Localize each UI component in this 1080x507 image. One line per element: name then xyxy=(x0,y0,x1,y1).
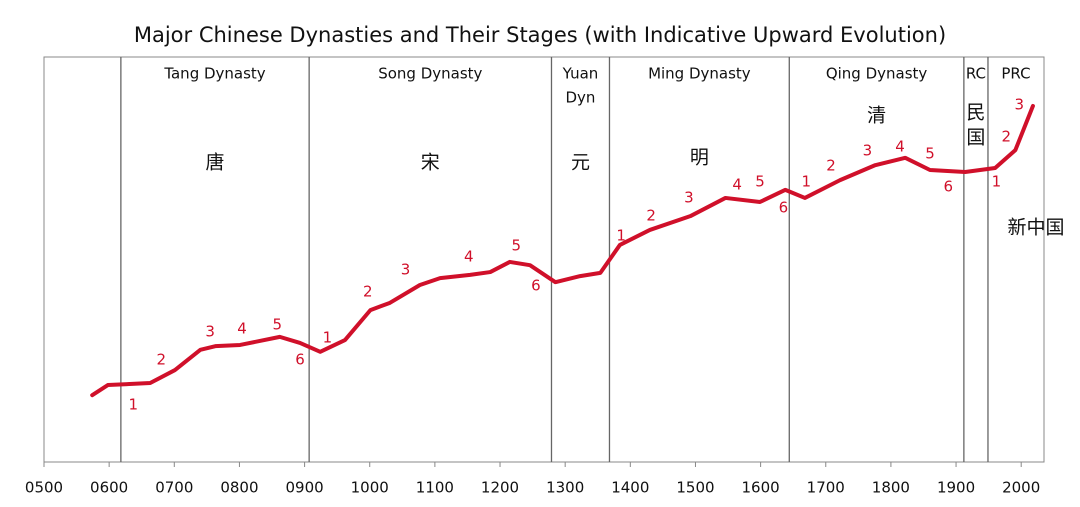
dynasty-name: Song Dynasty xyxy=(378,65,482,83)
stage-label: 5 xyxy=(755,173,765,191)
x-tick-label: 1700 xyxy=(807,479,845,497)
stage-label: 2 xyxy=(646,207,656,225)
dynasty-name: Ming Dynasty xyxy=(648,65,751,83)
x-tick-label: 0900 xyxy=(285,479,323,497)
x-tick-label: 1400 xyxy=(611,479,649,497)
dynasty-chinese: 唐 xyxy=(206,152,225,174)
stage-label: 5 xyxy=(925,145,935,163)
x-tick-label: 1300 xyxy=(546,479,584,497)
dynasty-name: Dyn xyxy=(566,89,596,107)
stage-label: 3 xyxy=(863,141,873,159)
dynasty-name: PRC xyxy=(1001,65,1030,83)
stage-label: 5 xyxy=(272,316,282,334)
stage-label: 5 xyxy=(512,237,522,255)
x-tick-label: 1200 xyxy=(481,479,519,497)
stage-label: 1 xyxy=(801,173,811,191)
dynasty-chinese: 明 xyxy=(690,147,709,169)
stage-label: 1 xyxy=(616,227,626,245)
x-tick-label: 2000 xyxy=(1002,479,1040,497)
dynasty-name: RC xyxy=(966,65,986,83)
stage-label: 4 xyxy=(464,248,474,266)
x-tick-label: 1600 xyxy=(742,479,780,497)
stage-label: 2 xyxy=(156,350,166,368)
stage-label: 1 xyxy=(128,395,138,413)
trend-line xyxy=(90,104,1035,398)
stage-label: 3 xyxy=(205,322,215,340)
dynasty-chinese: 清 xyxy=(867,105,886,127)
dynasty-chinese: 国 xyxy=(966,127,985,149)
stage-label: 2 xyxy=(1001,128,1011,146)
x-tick-label: 0600 xyxy=(90,479,128,497)
dynasty-chinese: 元 xyxy=(571,152,590,174)
stage-label: 3 xyxy=(401,261,411,279)
x-tick-label: 0700 xyxy=(155,479,193,497)
x-tick-label: 1000 xyxy=(351,479,389,497)
stage-label: 2 xyxy=(826,156,836,174)
stage-label: 4 xyxy=(732,175,742,193)
dynasty-name: Tang Dynasty xyxy=(163,65,265,83)
x-tick-label: 1900 xyxy=(937,479,975,497)
stage-label: 6 xyxy=(295,350,305,368)
dynasty-chinese: 宋 xyxy=(421,152,440,174)
stage-label: 1 xyxy=(992,173,1002,191)
stage-label: 6 xyxy=(531,276,541,294)
dynasty-chinese: 新中国 xyxy=(1007,217,1064,239)
stage-label: 6 xyxy=(779,199,789,217)
x-tick-label: 1100 xyxy=(416,479,454,497)
stage-label: 4 xyxy=(895,137,905,155)
stage-label: 4 xyxy=(237,320,247,338)
dynasty-chinese: 民 xyxy=(966,102,985,124)
plot-frame xyxy=(43,56,1045,463)
stage-label: 6 xyxy=(943,178,953,196)
dynasty-name: Qing Dynasty xyxy=(826,65,928,83)
dynasty-name: Yuan xyxy=(562,65,599,83)
stage-label: 3 xyxy=(1014,96,1024,114)
x-tick-label: 0800 xyxy=(220,479,258,497)
stage-label: 2 xyxy=(363,282,373,300)
x-tick-label: 0500 xyxy=(25,479,63,497)
stage-label: 1 xyxy=(323,329,333,347)
x-tick-label: 1500 xyxy=(676,479,714,497)
stage-label: 3 xyxy=(684,188,694,206)
x-tick-label: 1800 xyxy=(872,479,910,497)
chart-title: Major Chinese Dynasties and Their Stages… xyxy=(134,23,946,47)
